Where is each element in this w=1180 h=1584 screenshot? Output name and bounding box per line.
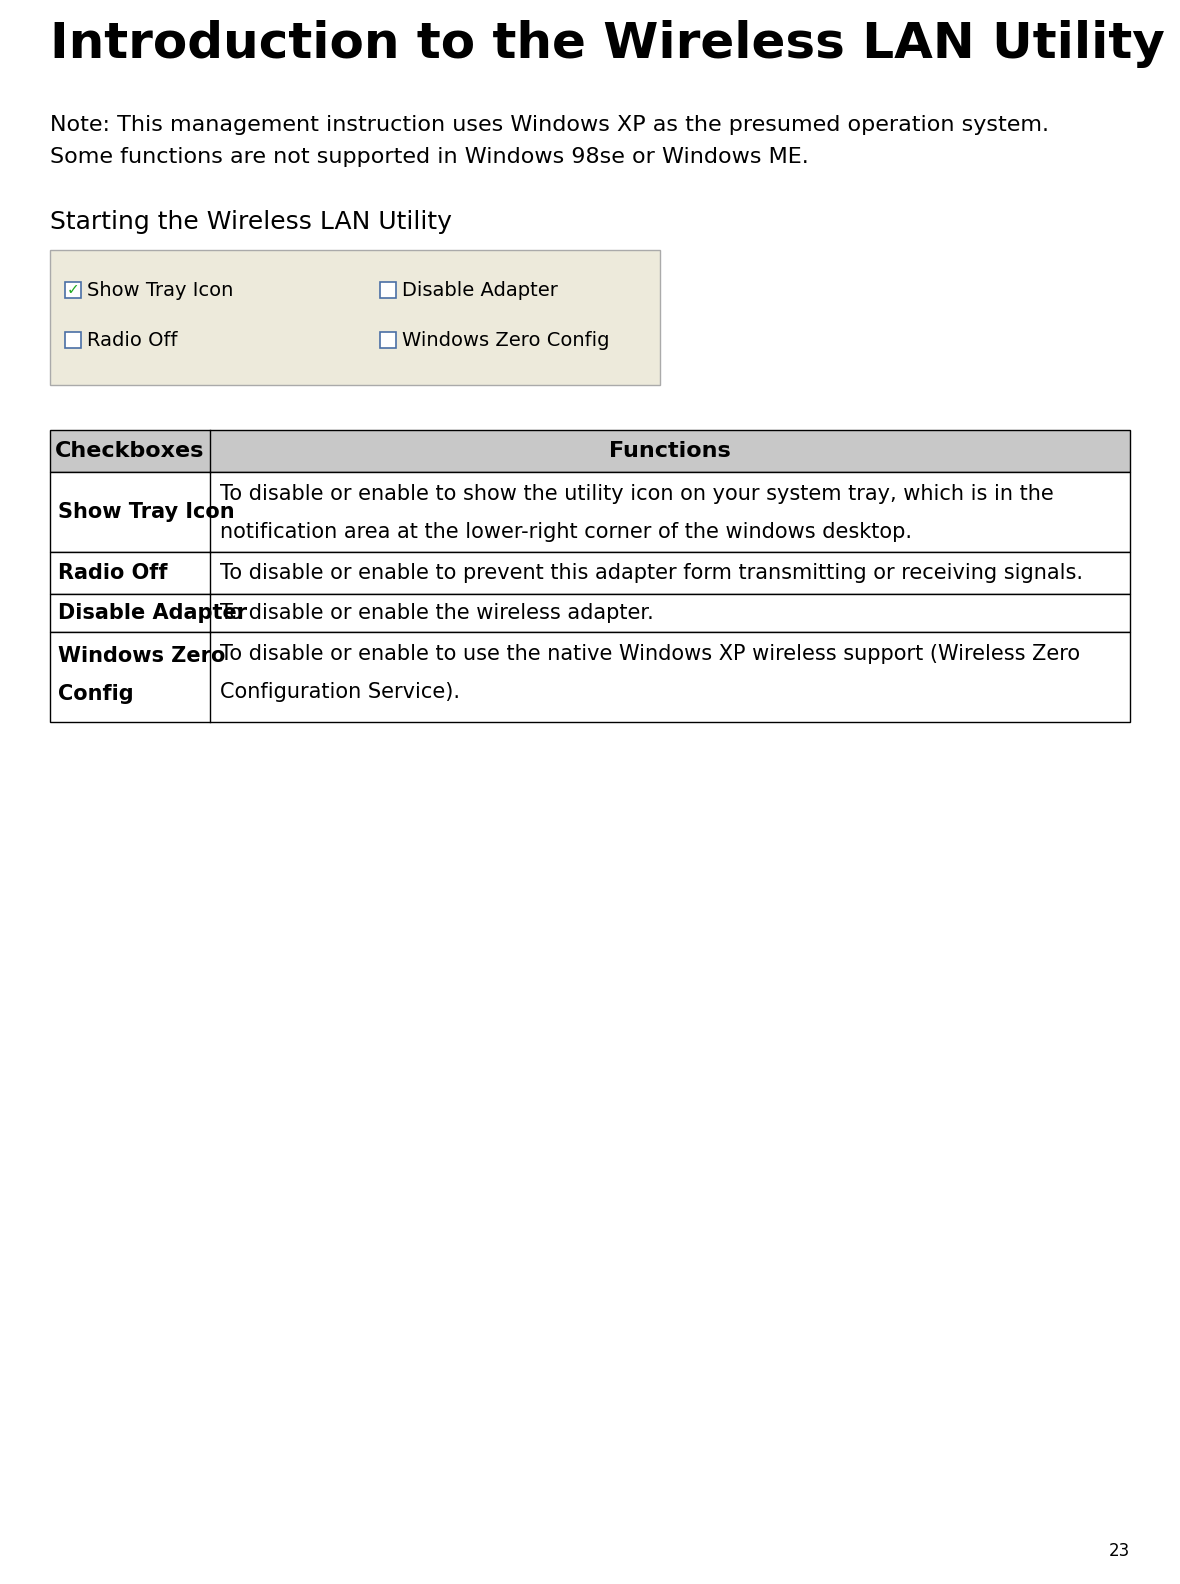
Bar — [380, 333, 396, 348]
Bar — [65, 282, 81, 298]
Text: Some functions are not supported in Windows 98se or Windows ME.: Some functions are not supported in Wind… — [50, 147, 808, 166]
Text: Radio Off: Radio Off — [58, 562, 168, 583]
Text: Config: Config — [58, 684, 133, 703]
Text: To disable or enable the wireless adapter.: To disable or enable the wireless adapte… — [219, 604, 654, 623]
Bar — [50, 632, 1130, 722]
Text: Checkboxes: Checkboxes — [55, 440, 204, 461]
Text: Disable Adapter: Disable Adapter — [58, 604, 247, 623]
Text: Configuration Service).: Configuration Service). — [219, 683, 460, 702]
Bar — [50, 250, 660, 385]
Text: ✓: ✓ — [66, 282, 79, 298]
Text: Note: This management instruction uses Windows XP as the presumed operation syst: Note: This management instruction uses W… — [50, 116, 1049, 135]
Text: 23: 23 — [1109, 1541, 1130, 1560]
Text: Disable Adapter: Disable Adapter — [402, 280, 558, 299]
Text: Starting the Wireless LAN Utility: Starting the Wireless LAN Utility — [50, 211, 452, 234]
Text: Windows Zero Config: Windows Zero Config — [402, 331, 610, 350]
Bar — [50, 594, 1130, 632]
Text: Introduction to the Wireless LAN Utility: Introduction to the Wireless LAN Utility — [50, 21, 1165, 68]
Text: To disable or enable to use the native Windows XP wireless support (Wireless Zer: To disable or enable to use the native W… — [219, 645, 1080, 664]
Bar — [50, 429, 1130, 472]
Text: Show Tray Icon: Show Tray Icon — [87, 280, 234, 299]
Text: To disable or enable to prevent this adapter form transmitting or receiving sign: To disable or enable to prevent this ada… — [219, 562, 1083, 583]
Text: Show Tray Icon: Show Tray Icon — [58, 502, 235, 523]
Text: To disable or enable to show the utility icon on your system tray, which is in t: To disable or enable to show the utility… — [219, 485, 1054, 504]
Bar — [65, 333, 81, 348]
Text: notification area at the lower-right corner of the windows desktop.: notification area at the lower-right cor… — [219, 523, 912, 542]
Bar — [50, 472, 1130, 551]
Text: Windows Zero: Windows Zero — [58, 646, 225, 665]
Text: Radio Off: Radio Off — [87, 331, 177, 350]
Text: Functions: Functions — [609, 440, 730, 461]
Bar — [50, 551, 1130, 594]
Bar — [380, 282, 396, 298]
